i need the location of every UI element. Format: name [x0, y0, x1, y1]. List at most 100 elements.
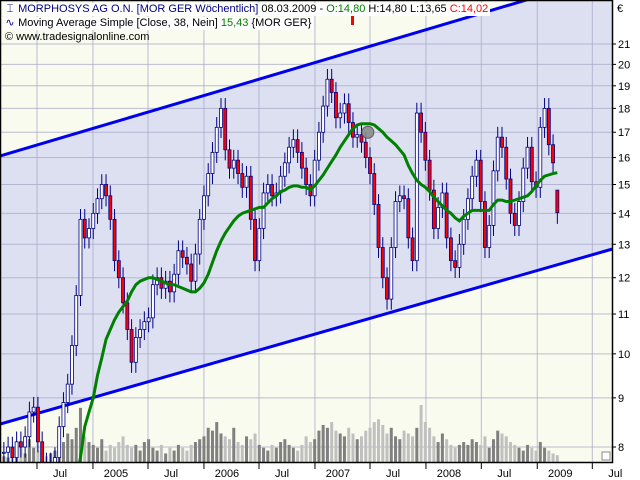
channel-upper-line — [1, 1, 529, 158]
candle — [512, 212, 517, 226]
copyright-text: © www.tradesignalonline.com — [5, 31, 150, 43]
volume-bar — [138, 450, 142, 462]
volume-bar — [526, 444, 530, 462]
marker-circle[interactable] — [361, 125, 375, 139]
candle — [150, 284, 155, 319]
candle — [270, 184, 274, 197]
candle — [91, 212, 96, 229]
x-axis: Jul 2005 Jul 2006 Jul 2007 Jul 2008 Jul 2009 Jul — [36, 463, 622, 480]
volume-bar — [83, 436, 87, 462]
x-tick-label: 2008 — [437, 468, 461, 480]
volume-bar — [317, 430, 321, 462]
candle — [406, 198, 411, 239]
open-value: O:14,80 — [326, 3, 366, 15]
candle — [244, 175, 249, 188]
plot-frame — [0, 0, 614, 464]
candle — [193, 253, 198, 282]
price-indicator-mark — [351, 16, 354, 25]
volume-bar — [530, 447, 534, 462]
high-low-values: H:14,80 L:13,65 — [368, 3, 447, 15]
candle — [334, 92, 338, 119]
indicator-name: Moving Average Simple [Close, 38, Nein] — [18, 17, 218, 29]
volume-bar — [240, 444, 244, 462]
volume-bar — [551, 453, 555, 462]
candle — [57, 426, 62, 458]
currency-label: € — [617, 3, 623, 15]
volume-bar — [142, 442, 146, 462]
candle — [99, 184, 104, 200]
volume-bar — [151, 447, 155, 462]
candle — [457, 243, 462, 268]
volume-bar — [223, 436, 227, 462]
x-tick-label: 2005 — [104, 468, 128, 480]
volume-bar — [193, 442, 197, 462]
candle — [74, 295, 79, 346]
candle — [210, 151, 215, 174]
candle — [23, 436, 28, 448]
volume-bar — [479, 444, 483, 462]
volume-bar — [394, 436, 398, 462]
candle — [299, 151, 304, 169]
volume-bar — [432, 436, 436, 462]
instrument-name: MORPHOSYS AG O.N. [MOR GER Wöchentlich] — [18, 3, 259, 15]
candle — [14, 441, 19, 458]
volume-bar — [274, 447, 278, 462]
candle — [53, 457, 57, 462]
volume-bar — [283, 439, 287, 462]
volume-bar — [300, 444, 304, 462]
volume-bar — [266, 450, 270, 462]
candle — [202, 195, 206, 220]
candle — [295, 139, 300, 153]
volume-bar — [449, 444, 453, 462]
copyright-notice: © www.tradesignalonline.com — [3, 31, 151, 44]
volume-bar — [406, 433, 410, 462]
y-tick-label: 16 — [618, 153, 630, 165]
volume-bar — [108, 444, 112, 462]
candle — [61, 402, 66, 428]
candle — [483, 201, 487, 248]
volume-bar — [325, 427, 329, 462]
volume-bar — [440, 433, 444, 462]
volume-bar — [457, 444, 461, 462]
y-tick-label: 17 — [618, 127, 630, 139]
volume-bar — [321, 424, 325, 462]
candle — [555, 189, 560, 214]
volume-bar — [155, 450, 159, 462]
candle — [478, 159, 483, 202]
resize-handle[interactable] — [601, 451, 611, 461]
volume-bar — [185, 450, 189, 462]
y-axis: 8 9 10 11 12 13 14 15 16 17 18 19 20 21 — [612, 39, 630, 454]
candle — [423, 131, 428, 161]
candle — [223, 107, 228, 151]
x-tick-label: Jul — [497, 468, 511, 480]
candle — [504, 146, 509, 180]
candle — [397, 195, 402, 202]
candle — [125, 302, 130, 330]
volume-bar — [61, 442, 65, 462]
candle — [402, 195, 406, 200]
volume-bar — [411, 436, 415, 462]
x-tick-label: Jul — [275, 468, 289, 480]
y-tick-label: 13 — [618, 239, 630, 251]
candle — [376, 204, 381, 248]
bar-date: 08.03.2009 - — [261, 3, 324, 15]
candle — [466, 198, 470, 220]
candle — [129, 329, 134, 363]
candle — [261, 192, 266, 229]
candle — [31, 406, 36, 413]
candle — [95, 198, 100, 214]
volume-bar — [125, 444, 129, 462]
volume-bar — [113, 447, 117, 462]
volume-bar — [189, 444, 193, 462]
candle — [257, 228, 262, 262]
y-tick-label: 21 — [618, 39, 630, 51]
candle — [206, 173, 211, 197]
y-tick-label: 10 — [618, 349, 630, 361]
candle — [167, 280, 172, 293]
candle — [508, 178, 513, 214]
candle — [219, 107, 223, 128]
volume-bar — [279, 442, 283, 462]
volume-bar — [134, 444, 138, 462]
candle — [104, 184, 108, 197]
